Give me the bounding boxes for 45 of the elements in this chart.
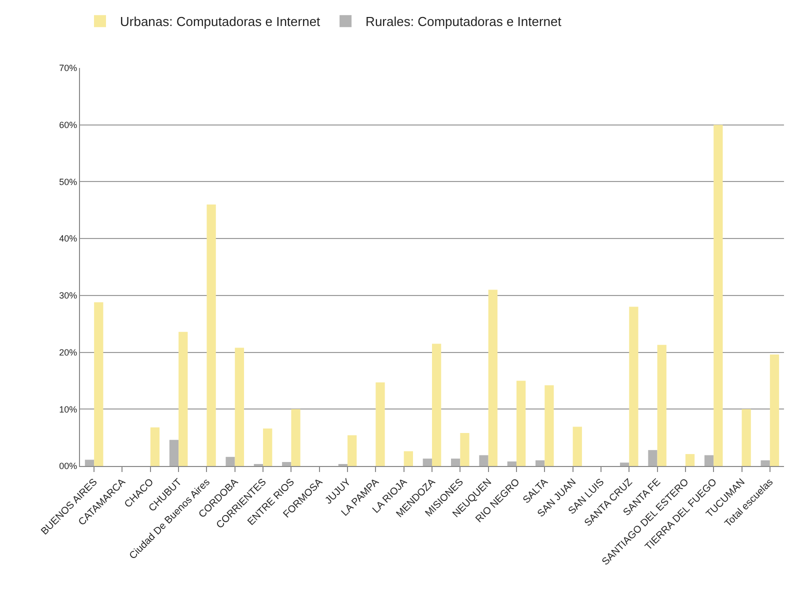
bar [648, 450, 658, 466]
bar [704, 455, 714, 466]
bar [226, 456, 235, 466]
bar [572, 426, 582, 466]
bar [460, 433, 470, 466]
bar [263, 428, 272, 466]
y-tick-label: 20% [59, 347, 78, 358]
bar [714, 124, 723, 466]
y-tick-label: 70% [59, 63, 78, 74]
bar [507, 461, 516, 466]
bar [206, 204, 216, 466]
bar [770, 354, 780, 466]
bar [291, 409, 300, 466]
legend-label: Rurales: Computadoras e Internet [366, 14, 562, 30]
y-tick-label: 60% [59, 120, 78, 130]
y-tick-label: 40% [59, 234, 78, 244]
bar [479, 455, 488, 466]
bar [535, 460, 545, 466]
bar [376, 382, 385, 466]
bar [657, 344, 666, 466]
bar [516, 380, 526, 466]
bar [760, 460, 770, 466]
bar [234, 348, 244, 466]
y-tick-label: 30% [59, 290, 78, 301]
y-tick-label: 50% [59, 176, 78, 187]
bar [404, 451, 413, 466]
bar [178, 332, 188, 466]
bar [282, 462, 292, 466]
bar [422, 458, 432, 466]
bar [451, 458, 460, 466]
bar [94, 302, 104, 466]
bar [432, 344, 442, 466]
bar [742, 409, 751, 466]
bar [348, 435, 357, 466]
y-tick-label: 00% [59, 461, 78, 472]
y-tick-label: 10% [59, 404, 78, 414]
bar [488, 290, 498, 466]
bar [629, 306, 638, 466]
bar [150, 427, 160, 466]
bar [169, 440, 179, 466]
bar [685, 454, 695, 466]
bar [620, 462, 630, 466]
bar [84, 460, 94, 466]
bar [544, 385, 554, 466]
legend-label: Urbanas: Computadoras e Internet [120, 14, 321, 30]
